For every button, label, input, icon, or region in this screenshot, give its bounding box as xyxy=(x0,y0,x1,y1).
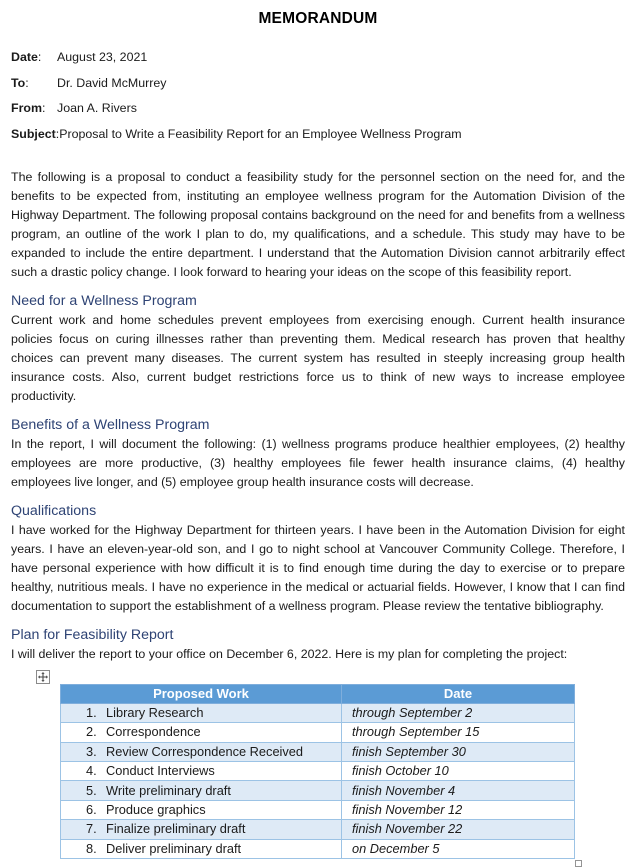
work-label: Review Correspondence Received xyxy=(106,743,304,759)
row-number: 6. xyxy=(86,802,97,818)
memo-field-label: Subject: xyxy=(11,126,60,141)
row-number: 4. xyxy=(86,763,97,779)
section-heading-plan: Plan for Feasibility Report xyxy=(11,626,174,643)
row-number: 3. xyxy=(86,743,97,759)
work-label: Deliver preliminary draft xyxy=(106,840,242,856)
memo-field-date: Date: August 23, 2021 xyxy=(11,50,625,64)
date-cell: finish November 22 xyxy=(341,819,575,840)
section-body-benefits: In the report, I will document the follo… xyxy=(11,436,625,489)
date-cell: on December 5 xyxy=(341,838,575,860)
memo-field-value: Proposal to Write a Feasibility Report f… xyxy=(59,126,462,141)
schedule-table-container: Proposed Work Date 1. Library Research th… xyxy=(36,669,582,867)
table-row: 5. Write preliminary draft finish Novembe… xyxy=(60,780,575,801)
table-move-handle[interactable] xyxy=(36,669,50,684)
work-cell: 7. Finalize preliminary draft xyxy=(60,819,342,840)
document-title: MEMORANDUM xyxy=(258,10,378,27)
work-label: Produce graphics xyxy=(106,802,206,818)
row-number: 5. xyxy=(86,782,97,798)
work-cell: 2. Correspondence xyxy=(60,722,342,743)
date-cell: through September 2 xyxy=(341,702,575,724)
row-number: 7. xyxy=(86,821,97,837)
memo-field-from: From: Joan A. Rivers xyxy=(11,101,625,115)
work-label: Write preliminary draft xyxy=(106,782,231,798)
move-arrows-icon xyxy=(38,671,48,682)
memo-field-subject: Subject:Proposal to Write a Feasibility … xyxy=(11,127,625,141)
work-cell: 8. Deliver preliminary draft xyxy=(60,838,342,860)
column-header-proposed-work: Proposed Work xyxy=(60,683,342,704)
work-cell: 6. Produce graphics xyxy=(60,799,342,821)
table-row: 1. Library Research through September 2 xyxy=(60,702,575,724)
date-cell: finish September 30 xyxy=(341,741,575,763)
work-cell: 1. Library Research xyxy=(60,702,342,724)
memo-field-label: To: xyxy=(11,75,29,90)
date-cell: finish October 10 xyxy=(341,761,575,782)
row-number: 1. xyxy=(86,705,97,721)
schedule-table: Proposed Work Date 1. Library Research th… xyxy=(60,683,575,860)
work-label: Correspondence xyxy=(106,724,201,740)
work-label: Conduct Interviews xyxy=(106,763,215,779)
column-header-date: Date xyxy=(341,683,575,704)
memo-field-label: Date: xyxy=(11,50,42,64)
date-cell: finish November 12 xyxy=(341,799,575,821)
table-header-row: Proposed Work Date xyxy=(60,683,575,704)
table-resize-handle[interactable] xyxy=(575,860,582,867)
table-row: 8. Deliver preliminary draft on December … xyxy=(60,838,575,860)
memo-field-to: To: Dr. David McMurrey xyxy=(11,76,625,90)
row-number: 8. xyxy=(86,840,97,856)
table-row: 6. Produce graphics finish November 12 xyxy=(60,799,575,821)
memo-field-value: Joan A. Rivers xyxy=(57,101,137,115)
section-body-plan: I will deliver the report to your office… xyxy=(11,646,568,661)
work-cell: 4. Conduct Interviews xyxy=(60,761,342,782)
section-heading-qualifications: Qualifications xyxy=(11,502,97,519)
memo-header-block: Date: August 23, 2021 To: Dr. David McMurr… xyxy=(11,50,625,141)
memo-field-value: Dr. David McMurrey xyxy=(57,75,167,90)
section-body-need: Current work and home schedules prevent … xyxy=(11,312,625,403)
table-row: 3. Review Correspondence Received finish … xyxy=(60,741,575,763)
date-cell: through September 15 xyxy=(341,722,575,743)
table-row: 4. Conduct Interviews finish October 10 xyxy=(60,761,575,782)
section-heading-need: Need for a Wellness Program xyxy=(11,292,197,309)
work-cell: 5. Write preliminary draft xyxy=(60,780,342,801)
row-number: 2. xyxy=(86,724,97,740)
memo-field-value: August 23, 2021 xyxy=(57,50,148,64)
work-label: Finalize preliminary draft xyxy=(106,821,246,837)
table-row: 2. Correspondence through September 15 xyxy=(60,722,575,743)
date-cell: finish November 4 xyxy=(341,780,575,801)
work-cell: 3. Review Correspondence Received xyxy=(60,741,342,763)
section-heading-benefits: Benefits of a Wellness Program xyxy=(11,416,210,433)
intro-paragraph: The following is a proposal to conduct a… xyxy=(11,169,625,279)
section-body-qualifications: I have worked for the Highway Department… xyxy=(11,522,625,613)
table-row: 7. Finalize preliminary draft finish Nove… xyxy=(60,819,575,840)
memo-field-label: From: xyxy=(11,101,46,115)
work-label: Library Research xyxy=(106,705,204,721)
